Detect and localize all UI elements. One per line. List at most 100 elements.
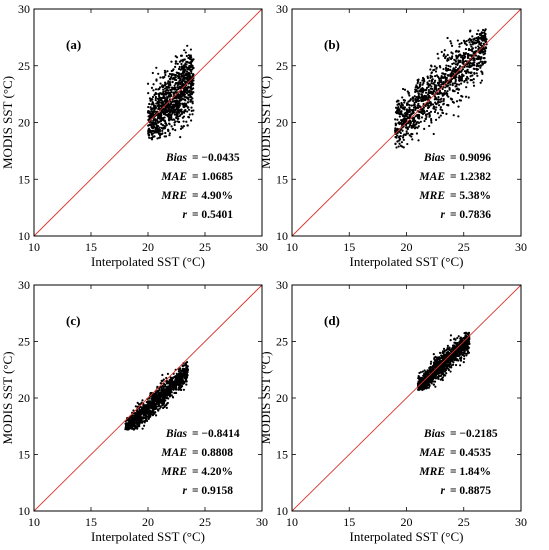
- scatter-point: [163, 394, 166, 398]
- scatter-point: [140, 418, 143, 421]
- scatter-point: [417, 78, 420, 81]
- scatter-point: [437, 75, 440, 78]
- scatter-point: [180, 73, 183, 76]
- scatter-point: [150, 403, 153, 407]
- scatter-point: [462, 57, 465, 61]
- scatter-point: [401, 96, 404, 99]
- scatter-point: [166, 104, 169, 107]
- scatter-point: [137, 417, 140, 420]
- scatter-point: [430, 85, 433, 88]
- scatter-point: [460, 345, 463, 348]
- stat-value: = 5.38%: [450, 190, 491, 202]
- scatter-point: [192, 73, 195, 76]
- scatter-point: [431, 87, 434, 91]
- scatter-point: [481, 62, 485, 65]
- scatter-point: [469, 29, 472, 32]
- scatter-point: [449, 339, 452, 342]
- scatter-point: [148, 131, 151, 134]
- scatter-point: [444, 86, 447, 89]
- scatter-point: [433, 83, 436, 86]
- scatter-point: [168, 132, 171, 135]
- scatter-point: [467, 96, 470, 99]
- scatter-point: [428, 112, 431, 115]
- scatter-point: [183, 74, 186, 77]
- scatter-point: [454, 80, 457, 83]
- x-tick-label: 25: [199, 515, 211, 529]
- scatter-point: [442, 80, 445, 84]
- scatter-point: [174, 62, 177, 65]
- scatter-point: [481, 72, 484, 75]
- scatter-point: [179, 384, 182, 387]
- scatter-point: [187, 54, 191, 57]
- scatter-point: [416, 113, 419, 117]
- scatter-point: [412, 122, 415, 126]
- scatter-point: [403, 119, 407, 122]
- stat-value: = 1.2382: [450, 171, 491, 183]
- scatter-point: [432, 105, 436, 108]
- scatter-point: [170, 86, 174, 89]
- scatter-point: [134, 405, 137, 408]
- scatter-point: [447, 367, 450, 371]
- scatter-point: [167, 95, 171, 98]
- scatter-point: [149, 106, 152, 109]
- scatter-point: [175, 387, 178, 390]
- scatter-point: [425, 378, 428, 382]
- scatter-point: [187, 73, 190, 76]
- scatter-point: [437, 81, 441, 84]
- scatter-point: [160, 388, 163, 391]
- scatter-point: [456, 341, 459, 345]
- scatter-point: [168, 81, 171, 84]
- scatter-point: [435, 106, 438, 109]
- scatter-point: [452, 90, 455, 93]
- scatter-point: [480, 56, 483, 59]
- scatter-point: [401, 87, 405, 91]
- scatter-point: [181, 90, 184, 93]
- scatter-point: [451, 356, 454, 359]
- scatter-point: [136, 410, 139, 414]
- scatter-point: [163, 69, 166, 72]
- scatter-point: [484, 40, 488, 43]
- scatter-point: [160, 126, 163, 130]
- scatter-point: [162, 110, 166, 113]
- scatter-point: [462, 74, 465, 77]
- scatter-point: [158, 114, 161, 117]
- scatter-point: [479, 34, 482, 37]
- scatter-point: [461, 351, 464, 354]
- scatter-point: [168, 393, 171, 396]
- scatter-point: [175, 372, 178, 375]
- scatter-point: [414, 115, 417, 118]
- stat-value: = −0.0435: [192, 152, 240, 164]
- x-tick-label: 15: [85, 240, 97, 254]
- scatter-point: [172, 91, 176, 95]
- y-tick-label: 15: [276, 448, 288, 462]
- scatter-point: [181, 103, 184, 106]
- scatter-point: [436, 112, 440, 115]
- scatter-point: [449, 57, 453, 61]
- scatter-point: [398, 115, 401, 118]
- scatter-point: [161, 103, 164, 106]
- scatter-point: [446, 360, 450, 363]
- scatter-point: [144, 415, 148, 418]
- scatter-point: [436, 361, 439, 364]
- scatter-point: [463, 346, 466, 349]
- scatter-point: [154, 104, 157, 108]
- scatter-point: [450, 366, 453, 369]
- scatter-point: [417, 125, 420, 128]
- scatter-point: [162, 95, 165, 98]
- scatter-point: [185, 120, 188, 123]
- scatter-point: [168, 123, 171, 126]
- scatter-point: [403, 88, 407, 91]
- scatter-point: [473, 61, 476, 64]
- scatter-point: [446, 74, 449, 77]
- scatter-point: [484, 33, 487, 36]
- scatter-point: [440, 81, 443, 84]
- scatter-point: [443, 370, 447, 373]
- scatter-point: [447, 351, 450, 355]
- scatter-point: [454, 60, 458, 63]
- scatter-point: [449, 356, 453, 360]
- scatter-point: [172, 104, 175, 108]
- scatter-point: [147, 403, 150, 406]
- scatter-point: [416, 80, 420, 83]
- stat-key: MRE: [418, 466, 445, 478]
- scatter-point: [432, 132, 435, 136]
